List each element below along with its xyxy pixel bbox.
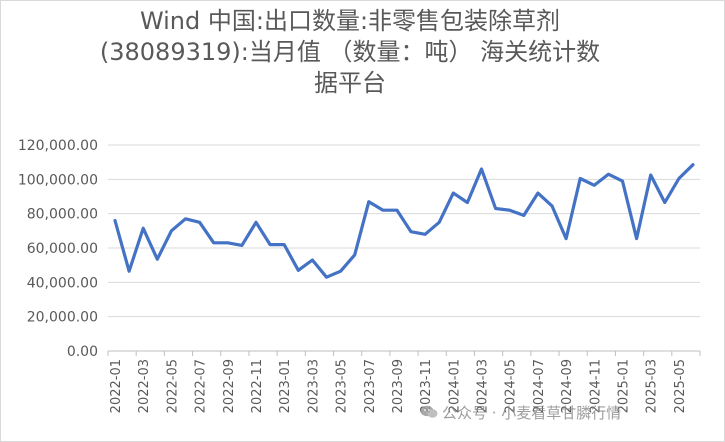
wechat-icon [420, 405, 438, 419]
x-tick-label: 2022-09 [222, 359, 237, 413]
watermark-text: 公众号 · 小麦看草甘膦行情 [442, 404, 622, 422]
y-tick-label: 80,000.00 [27, 207, 98, 223]
x-tick-label: 2025-01 [616, 359, 631, 413]
x-tick-label: 2023-09 [391, 359, 406, 413]
x-tick-label: 2024-03 [476, 359, 491, 413]
chart-title-line-3: 据平台 [314, 69, 386, 97]
x-tick-label: 2023-07 [363, 359, 378, 413]
chart-title: Wind 中国:出口数量:非零售包装除草剂 (38089319):当月值 （数量… [40, 6, 660, 99]
x-tick-label: 2022-11 [250, 359, 265, 413]
chart-title-line-1: Wind 中国:出口数量:非零售包装除草剂 [139, 7, 561, 35]
y-tick-label: 120,000.00 [18, 138, 98, 154]
chart-title-line-2: (38089319):当月值 （数量：吨） 海关统计数 [99, 38, 601, 66]
x-tick-label: 2025-05 [673, 359, 688, 413]
series-line [113, 163, 695, 279]
y-tick-label: 0.00 [67, 344, 98, 360]
y-tick-label: 40,000.00 [27, 275, 98, 291]
x-tick-label: 2023-05 [335, 359, 350, 413]
x-tick-label: 2024-05 [504, 359, 519, 413]
y-tick-label: 60,000.00 [27, 241, 98, 257]
x-tick-label: 2022-05 [165, 359, 180, 413]
x-tick-label: 2023-11 [419, 359, 434, 413]
x-tick-label: 2024-11 [588, 359, 603, 413]
y-tick-label: 100,000.00 [18, 172, 98, 188]
x-tick-label: 2025-03 [645, 359, 660, 413]
x-tick-label: 2024-09 [560, 359, 575, 413]
x-tick-label: 2022-03 [137, 359, 152, 413]
x-tick-label: 2022-01 [109, 359, 124, 413]
watermark: 公众号 · 小麦看草甘膦行情 [420, 402, 621, 423]
x-tick-label: 2024-07 [532, 359, 547, 413]
x-tick-label: 2022-07 [194, 359, 209, 413]
y-tick-label: 20,000.00 [27, 310, 98, 326]
x-tick-label: 2024-01 [447, 359, 462, 413]
x-tick-label: 2023-03 [306, 359, 321, 413]
x-tick-label: 2023-01 [278, 359, 293, 413]
